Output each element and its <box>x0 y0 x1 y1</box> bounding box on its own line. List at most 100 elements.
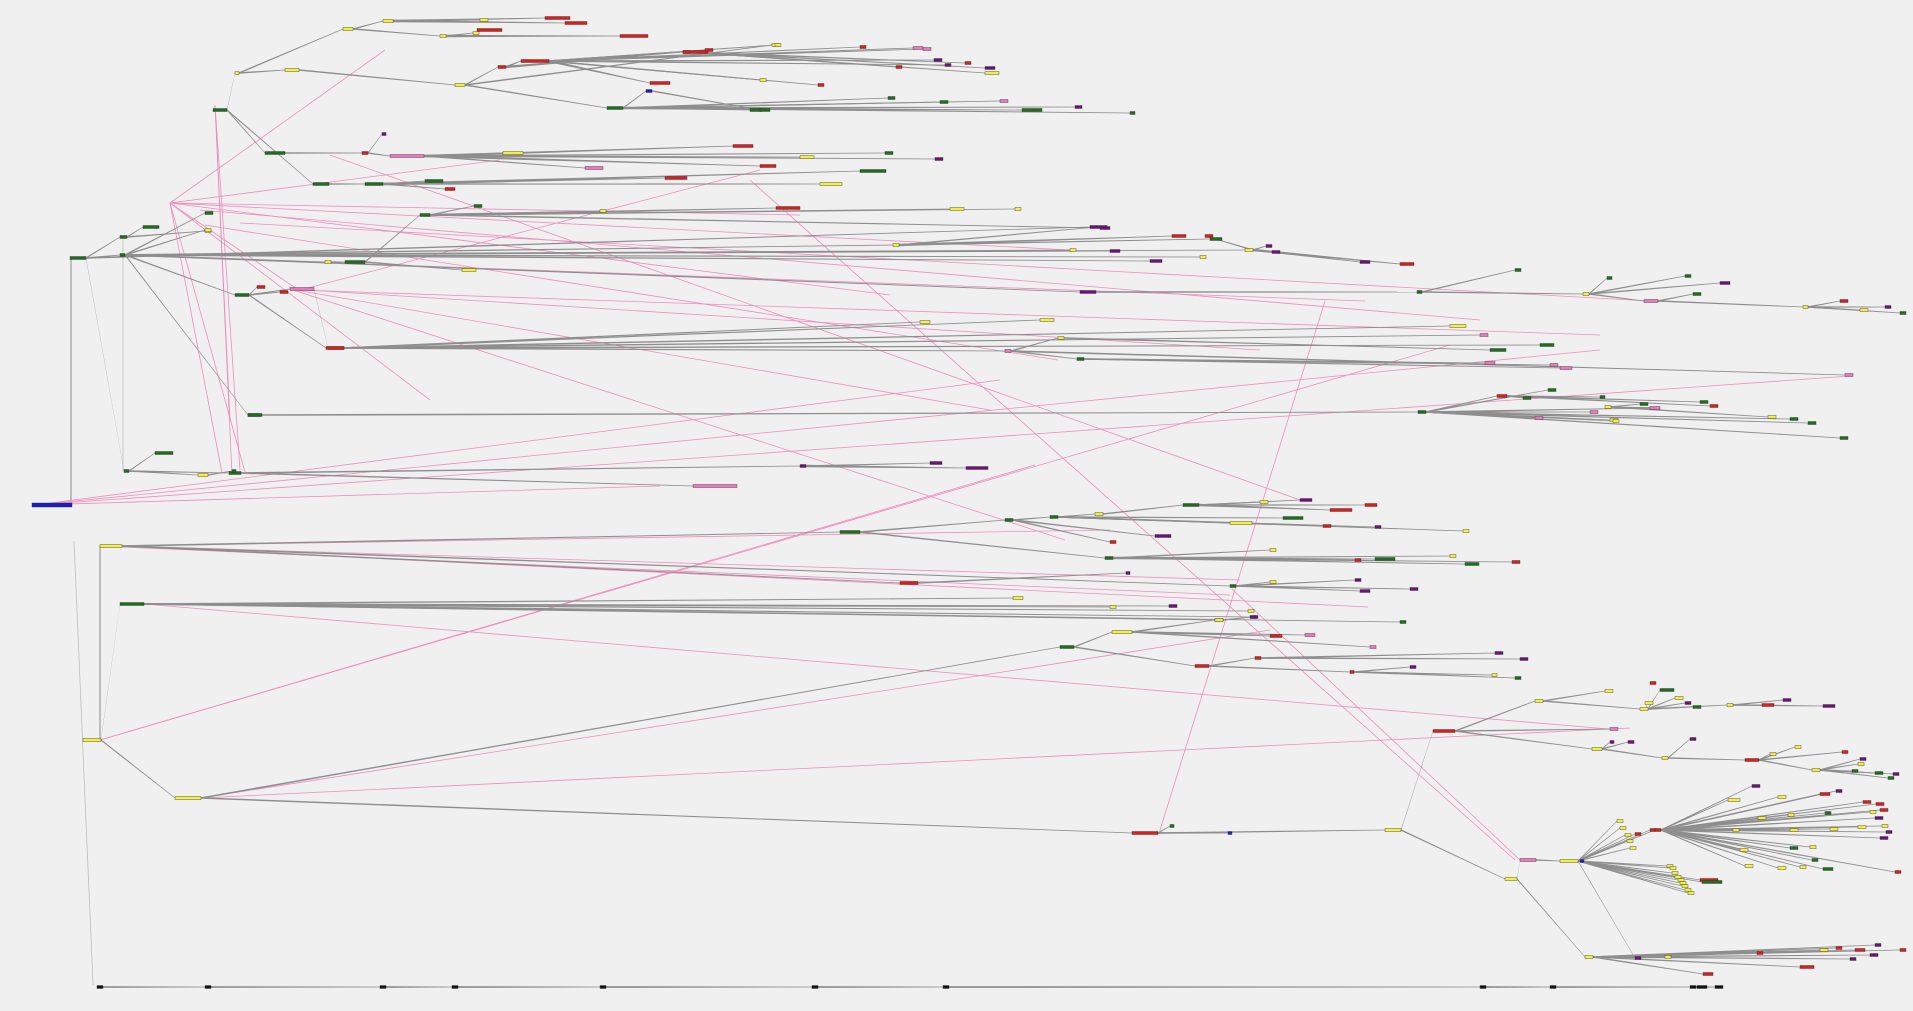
tree-node-green-298[interactable] <box>1701 880 1723 884</box>
tree-node-pink-55[interactable] <box>584 166 604 170</box>
tree-node-purple-51[interactable] <box>381 132 387 136</box>
tree-node-yellow-162[interactable] <box>1094 512 1104 516</box>
tree-node-purple-243[interactable] <box>1859 757 1867 761</box>
tree-node-green-128[interactable] <box>247 413 263 417</box>
tree-node-green-60[interactable] <box>312 182 330 186</box>
tree-node-purple-191[interactable] <box>1168 604 1178 608</box>
tree-node-red-81[interactable] <box>775 206 801 210</box>
tree-node-purple-97[interactable] <box>1359 260 1371 264</box>
tree-node-green-49[interactable] <box>264 151 286 155</box>
tree-node-purple-186[interactable] <box>1354 578 1362 582</box>
tree-node-green-47[interactable] <box>1129 111 1136 115</box>
tree-node-red-63[interactable] <box>444 187 456 191</box>
tree-node-yellow-198[interactable] <box>1214 618 1224 622</box>
tree-node-green-145[interactable] <box>1807 421 1817 425</box>
tree-node-yellow-115[interactable] <box>919 320 931 324</box>
tree-node-yellow-290[interactable] <box>1809 845 1817 849</box>
tree-node-green-123[interactable] <box>1076 357 1085 361</box>
tree-node-red-306[interactable] <box>1854 948 1866 952</box>
tree-node-green-39[interactable] <box>606 106 624 110</box>
tree-node-yellow-90[interactable] <box>1069 248 1077 252</box>
tree-node-yellow-8[interactable] <box>234 71 240 75</box>
tree-node-yellow-244[interactable] <box>1857 762 1865 766</box>
tree-node-pink-120[interactable] <box>1004 349 1012 353</box>
tree-node-yellow-264[interactable] <box>1684 888 1692 892</box>
tree-node-purple-183[interactable] <box>1125 571 1131 575</box>
tree-node-red-271[interactable] <box>1819 792 1831 796</box>
tree-node-red-255[interactable] <box>1634 832 1642 836</box>
tree-node-purple-28[interactable] <box>984 66 996 70</box>
tree-node-green-175[interactable] <box>1104 556 1114 560</box>
tree-node-yellow-111[interactable] <box>1859 308 1869 312</box>
tree-node-red-303[interactable] <box>1799 965 1815 969</box>
tree-node-pink-52[interactable] <box>389 154 425 158</box>
tree-node-red-226[interactable] <box>1761 703 1775 707</box>
tree-node-purple-272[interactable] <box>1835 789 1843 793</box>
tree-node-yellow-116[interactable] <box>1039 318 1055 322</box>
tree-node-green-159[interactable] <box>839 530 861 534</box>
tree-node-yellow-77[interactable] <box>461 268 477 272</box>
tree-node-yellow-265[interactable] <box>1687 891 1695 895</box>
tree-node-yellow-16[interactable] <box>472 31 480 35</box>
tree-node-yellow-279[interactable] <box>1869 810 1877 814</box>
tree-node-yellow-155[interactable] <box>99 544 123 548</box>
tree-node-green-132[interactable] <box>1522 396 1532 400</box>
tree-node-red-18[interactable] <box>619 34 649 38</box>
tree-node-yellow-19[interactable] <box>454 83 466 87</box>
tree-node-green-89[interactable] <box>1209 237 1223 241</box>
tree-node-green-245[interactable] <box>1851 769 1859 773</box>
tree-node-yellow-239[interactable] <box>1811 768 1821 772</box>
tree-node-red-64[interactable] <box>664 176 688 180</box>
tree-node-black-320[interactable] <box>1689 985 1697 989</box>
tree-node-pink-44[interactable] <box>999 99 1009 103</box>
tree-node-green-61[interactable] <box>364 182 384 186</box>
tree-node-yellow-237[interactable] <box>1794 745 1802 749</box>
tree-node-purple-287[interactable] <box>1879 836 1889 840</box>
tree-node-green-79[interactable] <box>473 204 483 208</box>
tree-node-purple-231[interactable] <box>1627 740 1635 744</box>
tree-node-yellow-288[interactable] <box>1739 848 1749 852</box>
tree-node-red-302[interactable] <box>1756 951 1764 955</box>
tree-node-yellow-251[interactable] <box>1619 826 1627 830</box>
tree-node-green-76[interactable] <box>344 260 366 264</box>
tree-node-green-62[interactable] <box>424 179 444 183</box>
tree-node-pink-107[interactable] <box>1643 299 1659 303</box>
tree-node-purple-307[interactable] <box>1869 953 1879 957</box>
tree-node-yellow-86[interactable] <box>892 243 900 247</box>
tree-node-purple-309[interactable] <box>1874 943 1882 947</box>
tree-node-green-140[interactable] <box>1789 417 1799 421</box>
tree-node-red-207[interactable] <box>1349 670 1355 674</box>
tree-node-purple-188[interactable] <box>1409 587 1419 591</box>
tree-node-purple-227[interactable] <box>1782 698 1792 702</box>
tree-node-purple-230[interactable] <box>1609 740 1615 744</box>
tree-node-pink-154[interactable] <box>692 484 738 488</box>
tree-node-purple-92[interactable] <box>1149 259 1163 263</box>
tree-node-purple-152[interactable] <box>929 461 943 465</box>
tree-node-purple-38[interactable] <box>944 63 952 67</box>
tree-node-green-196[interactable] <box>1059 645 1075 649</box>
tree-node-red-235[interactable] <box>1744 758 1760 762</box>
tree-node-purple-266[interactable] <box>1634 956 1642 960</box>
tree-node-purple-171[interactable] <box>1374 525 1382 529</box>
tree-node-yellow-286[interactable] <box>1857 825 1867 829</box>
tree-node-yellow-283[interactable] <box>1732 828 1740 832</box>
tree-node-yellow-229[interactable] <box>1591 747 1603 751</box>
tree-node-yellow-168[interactable] <box>1229 521 1253 525</box>
tree-node-pink-124[interactable] <box>1484 361 1496 365</box>
tree-node-green-3[interactable] <box>119 253 126 257</box>
tree-node-yellow-218[interactable] <box>1639 707 1649 711</box>
tree-node-yellow-268[interactable] <box>1727 798 1741 802</box>
tree-node-green-134[interactable] <box>1699 400 1709 404</box>
tree-node-yellow-190[interactable] <box>1109 605 1117 609</box>
tree-node-green-178[interactable] <box>1374 557 1396 561</box>
tree-node-green-138[interactable] <box>1639 402 1649 406</box>
tree-node-pink-136[interactable] <box>1649 406 1661 410</box>
tree-node-green-122[interactable] <box>1489 348 1507 352</box>
tree-node-purple-174[interactable] <box>1154 534 1172 538</box>
tree-node-yellow-83[interactable] <box>1014 207 1022 211</box>
tree-node-green-160[interactable] <box>1004 518 1014 522</box>
tree-node-purple-96[interactable] <box>1271 250 1281 254</box>
tree-node-yellow-82[interactable] <box>949 207 965 211</box>
tree-node-purple-206[interactable] <box>1519 657 1529 661</box>
tree-node-yellow-258[interactable] <box>1669 866 1677 870</box>
